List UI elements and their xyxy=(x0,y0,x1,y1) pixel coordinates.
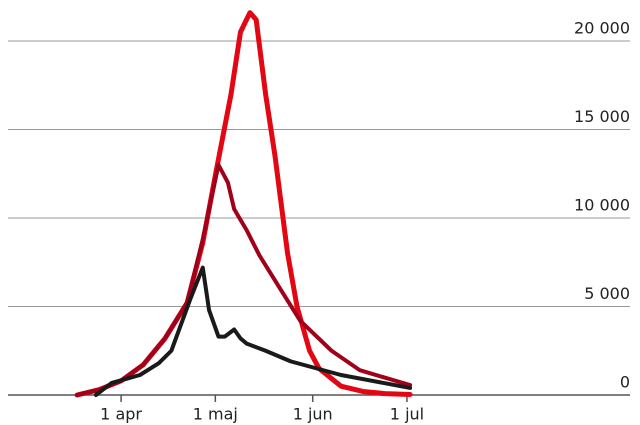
y-tick-label: 10 000 xyxy=(574,196,630,215)
y-tick-label: 0 xyxy=(620,373,630,392)
series-line xyxy=(74,10,413,398)
series-line xyxy=(75,162,413,397)
series-line xyxy=(93,265,413,397)
y-tick-label: 5 000 xyxy=(584,284,630,303)
y-tick-label: 15 000 xyxy=(574,107,630,126)
x-tick-label: 1 jul xyxy=(390,405,424,424)
x-tick-label: 1 jun xyxy=(293,405,333,424)
y-tick-label: 20 000 xyxy=(574,19,630,38)
x-tick-label: 1 maj xyxy=(193,405,238,424)
x-tick-label: 1 apr xyxy=(100,405,142,424)
